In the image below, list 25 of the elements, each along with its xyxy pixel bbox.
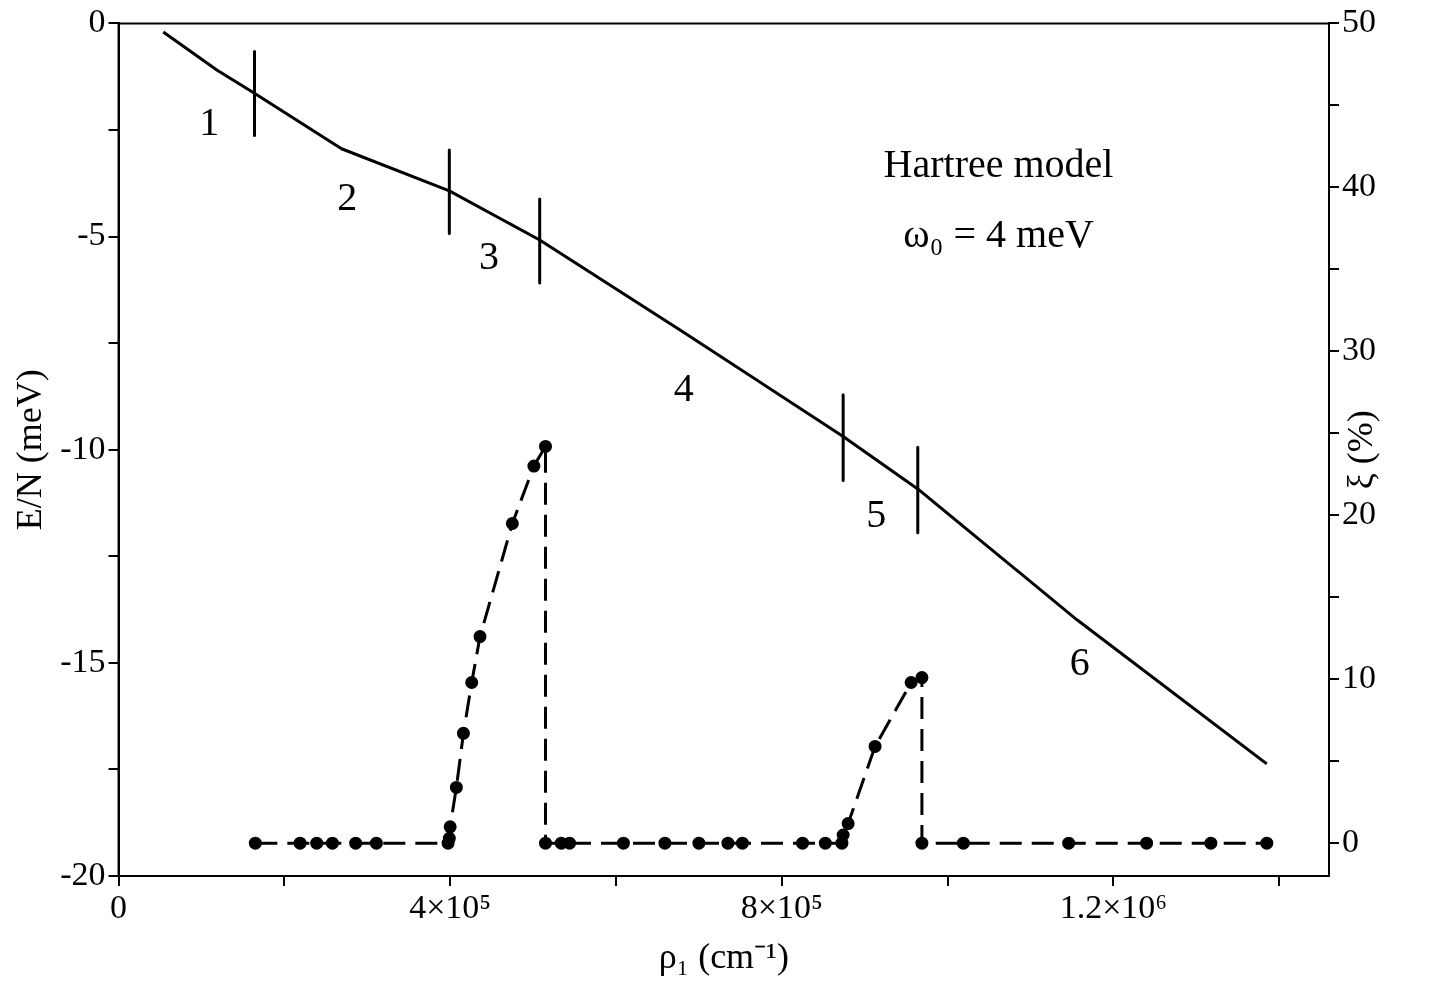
y-tick-label: -15 <box>60 641 106 679</box>
annotation: 4 <box>673 365 694 411</box>
annotation: 2 <box>337 174 358 220</box>
y2-tick-label: 20 <box>1342 494 1376 532</box>
x-tick-label: 8×10⁵ <box>740 888 823 926</box>
y-tick-label: -5 <box>77 215 106 253</box>
y2-tick-label: 0 <box>1342 822 1359 860</box>
x-axis-title: ρ₁ (cm⁻¹) <box>658 935 789 976</box>
annotation: Hartree model <box>883 141 1114 187</box>
y2-tick-label: 10 <box>1342 658 1376 696</box>
annotation: 1 <box>199 98 220 144</box>
y-tick-label: -10 <box>60 428 106 466</box>
annotation: ω₀ = 4 meV <box>903 211 1094 257</box>
y2-tick-label: 30 <box>1342 330 1376 368</box>
y2-tick-label: 40 <box>1342 166 1376 204</box>
y-tick-label: -20 <box>60 854 106 892</box>
x-tick-label: 1.2×10⁶ <box>1059 888 1168 926</box>
x-tick-label: 4×10⁵ <box>409 888 492 926</box>
annotation: 5 <box>866 490 887 536</box>
annotation: 3 <box>478 233 499 279</box>
annotation: 6 <box>1069 639 1090 685</box>
y2-tick-label: 50 <box>1342 2 1376 40</box>
y-tick-label: 0 <box>88 2 106 40</box>
y-axis-title: E/N (meV) <box>9 369 50 531</box>
y2-axis-title: ξ (%) <box>1340 410 1381 490</box>
